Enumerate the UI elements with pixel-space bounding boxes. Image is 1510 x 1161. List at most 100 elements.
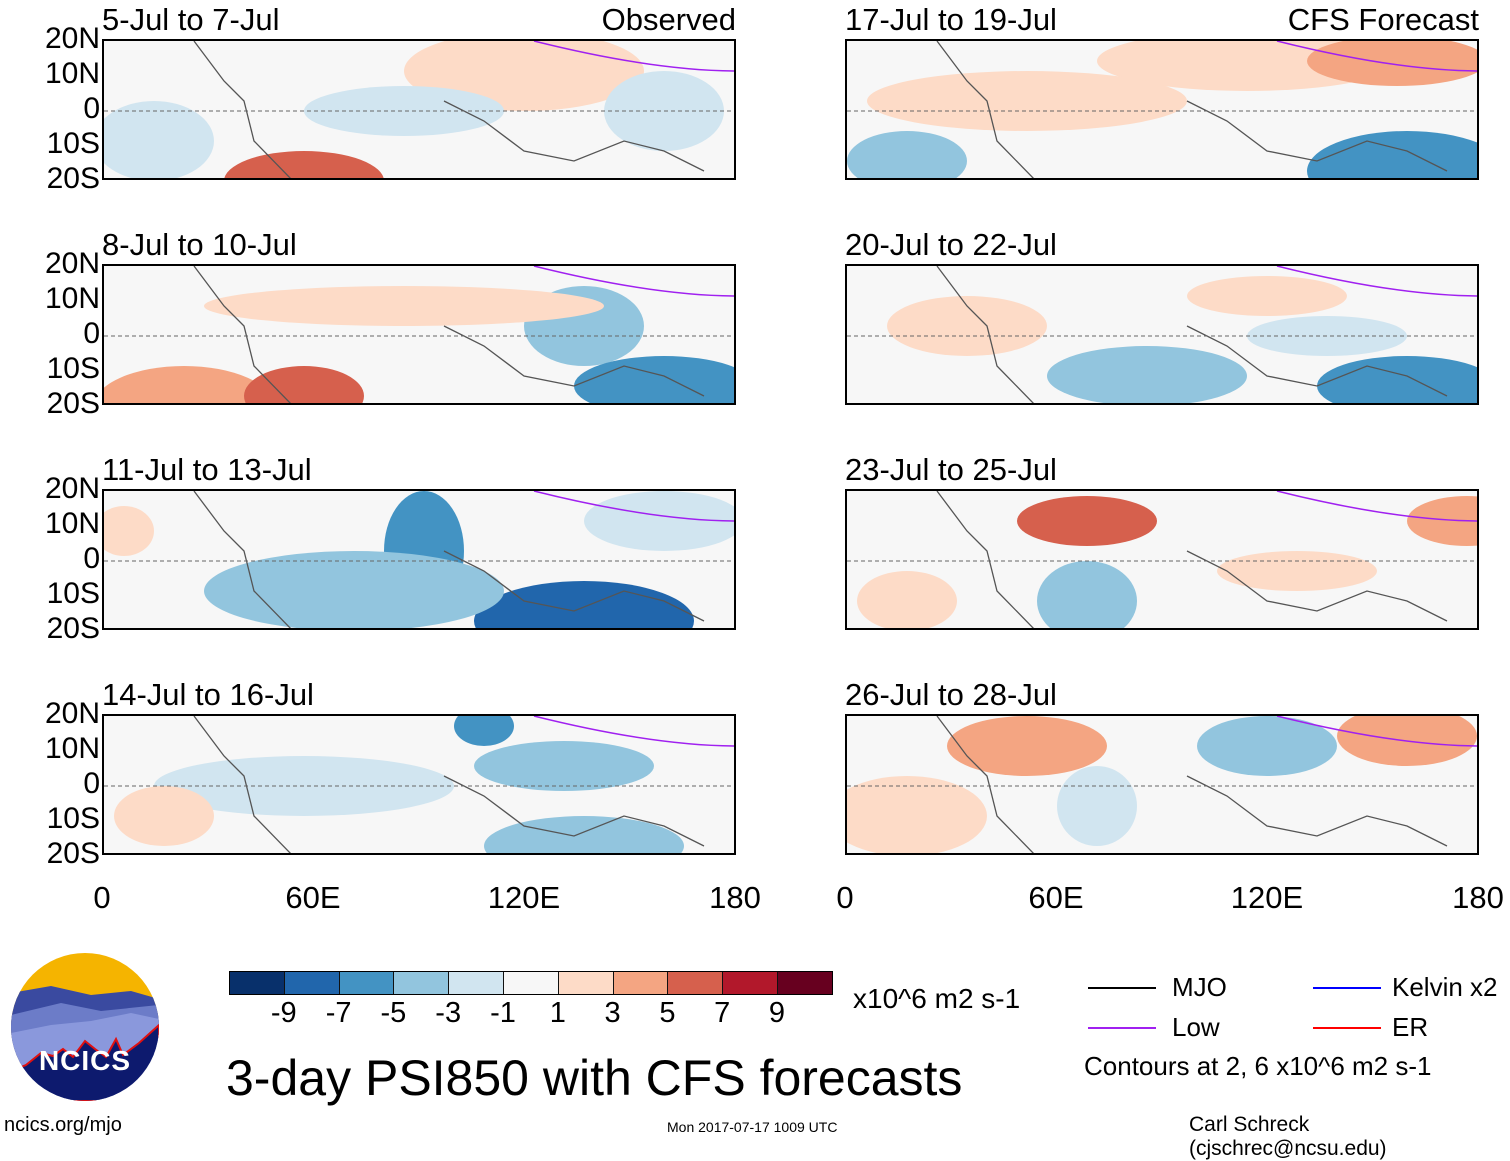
logo-text: NCICS xyxy=(38,1045,132,1076)
low-contour xyxy=(1276,41,1477,72)
anomaly-region xyxy=(484,816,684,853)
low-contour xyxy=(533,41,734,72)
legend-label-mjo: MJO xyxy=(1172,972,1227,1002)
forecast-label: CFS Forecast xyxy=(1287,2,1479,37)
coastline xyxy=(443,550,705,622)
colorbar-swatch xyxy=(558,972,614,994)
anomaly-region xyxy=(224,151,384,178)
anomaly-region xyxy=(887,296,1047,356)
colorbar-swatch xyxy=(777,972,832,994)
colorbar-swatch xyxy=(230,972,285,994)
observed-label: Observed xyxy=(601,2,736,37)
anomaly-region xyxy=(847,131,967,178)
coastline xyxy=(1186,775,1448,847)
low-contour xyxy=(1276,491,1477,522)
colorbar-swatch xyxy=(613,972,669,994)
colorbar-units: x10^6 m2 s-1 xyxy=(853,983,1021,1014)
anomaly-region xyxy=(1307,131,1477,178)
colorbar-swatch xyxy=(723,972,778,994)
anomaly-region xyxy=(867,71,1187,131)
url-link[interactable]: ncics.org/mjo xyxy=(4,1114,122,1136)
coastline xyxy=(936,491,1035,628)
colorbar-swatch xyxy=(668,972,724,994)
low-contour xyxy=(1276,716,1477,747)
map-panel-forecast xyxy=(845,39,1479,180)
coastline xyxy=(193,491,292,628)
anomaly-region xyxy=(1217,551,1377,591)
anomaly-region xyxy=(304,86,504,136)
anomaly-region xyxy=(1317,356,1477,403)
colorbar-swatch xyxy=(394,972,450,994)
contours-note: Contours at 2, 6 x10^6 m2 s-1 xyxy=(1084,1051,1432,1081)
anomaly-region xyxy=(1037,561,1137,628)
anomaly-region xyxy=(1017,496,1157,546)
lat-label: 10N xyxy=(44,282,100,315)
anomaly-region xyxy=(474,581,694,628)
coastline xyxy=(1186,325,1448,397)
coastline xyxy=(443,775,705,847)
anomaly-region xyxy=(1057,766,1137,846)
map-panel-observed xyxy=(102,714,736,855)
lon-label: 180 xyxy=(709,880,761,915)
map-panel-forecast xyxy=(845,489,1479,630)
coastline xyxy=(443,100,705,172)
lon-label: 0 xyxy=(93,880,111,915)
anomaly-region xyxy=(104,506,154,556)
lat-label: 10N xyxy=(44,507,100,540)
colorbar-tick-label: 5 xyxy=(659,997,676,1029)
low-contour xyxy=(1276,266,1477,297)
lat-label: 10S xyxy=(46,802,100,835)
lat-label: 0 xyxy=(83,542,100,575)
lat-label: 0 xyxy=(83,317,100,350)
legend-label-er: ER xyxy=(1392,1012,1429,1042)
coastline xyxy=(1186,550,1448,622)
map-panel-observed xyxy=(102,264,736,405)
lat-label: 20N xyxy=(44,22,100,55)
anomaly-region xyxy=(474,741,654,791)
anomaly-region xyxy=(114,786,214,846)
anomaly-region xyxy=(1407,496,1477,546)
anomaly-region xyxy=(584,491,734,551)
colorbar-tick-label: -7 xyxy=(325,997,352,1029)
panel-title: 14-Jul to 16-Jul xyxy=(102,677,314,712)
colorbar-tick-label: 1 xyxy=(549,997,566,1029)
main-title: 3-day PSI850 with CFS forecasts xyxy=(226,1050,963,1106)
lat-label: 20S xyxy=(46,162,100,195)
lat-label: 10N xyxy=(44,732,100,765)
map-panel-forecast xyxy=(845,264,1479,405)
lon-label: 180 xyxy=(1452,880,1504,915)
colorbar-tick-label: 3 xyxy=(604,997,621,1029)
lon-label: 120E xyxy=(1230,880,1304,915)
lon-label: 0 xyxy=(836,880,854,915)
lon-label: 60E xyxy=(1028,880,1084,915)
lon-label: 60E xyxy=(285,880,341,915)
lon-label: 120E xyxy=(487,880,561,915)
lat-label: 20N xyxy=(44,247,100,280)
anomaly-region xyxy=(454,716,514,746)
map-panel-observed xyxy=(102,489,736,630)
lat-label: 20N xyxy=(44,697,100,730)
coastline xyxy=(936,41,1035,178)
legend-label-low: Low xyxy=(1172,1012,1220,1042)
colorbar-tick-label: 7 xyxy=(714,997,731,1029)
colorbar-tick-label: -1 xyxy=(490,997,516,1029)
coastline xyxy=(936,266,1035,403)
lat-label: 10S xyxy=(46,577,100,610)
anomaly-region xyxy=(104,366,274,403)
anomaly-region xyxy=(857,571,957,628)
lat-label: 10S xyxy=(46,352,100,385)
panel-title: 17-Jul to 19-Jul xyxy=(845,2,1057,37)
map-panel-observed xyxy=(102,39,736,180)
legend-line-mjo xyxy=(1088,987,1156,989)
lat-label: 10S xyxy=(46,127,100,160)
anomaly-region xyxy=(1187,276,1347,316)
lat-label: 20S xyxy=(46,837,100,870)
lat-label: 0 xyxy=(83,767,100,800)
panel-title: 8-Jul to 10-Jul xyxy=(102,227,297,262)
anomaly-region xyxy=(204,286,604,326)
credit: Carl Schreck (cjschrec@ncsu.edu) xyxy=(1189,1113,1387,1160)
anomaly-region xyxy=(244,366,364,403)
colorbar-tick-label: -3 xyxy=(435,997,462,1029)
colorbar xyxy=(229,971,833,995)
coastline xyxy=(936,716,1035,853)
